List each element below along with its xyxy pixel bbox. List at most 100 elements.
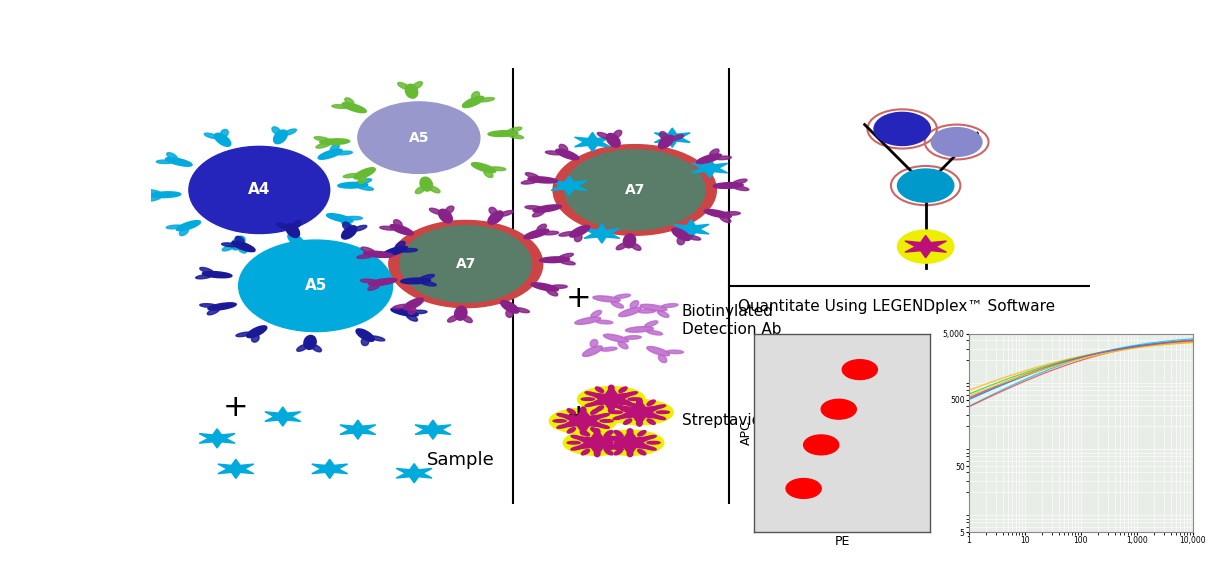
Ellipse shape bbox=[618, 342, 629, 349]
Ellipse shape bbox=[396, 242, 406, 249]
Ellipse shape bbox=[406, 84, 418, 98]
Ellipse shape bbox=[596, 430, 664, 456]
Ellipse shape bbox=[488, 131, 518, 136]
Ellipse shape bbox=[619, 307, 642, 316]
Ellipse shape bbox=[524, 229, 549, 239]
Ellipse shape bbox=[627, 451, 633, 457]
Ellipse shape bbox=[488, 211, 504, 224]
Ellipse shape bbox=[604, 435, 615, 439]
Ellipse shape bbox=[624, 419, 632, 424]
Ellipse shape bbox=[597, 424, 609, 428]
Ellipse shape bbox=[897, 230, 954, 263]
Ellipse shape bbox=[612, 446, 624, 450]
Text: Streptavidin PE: Streptavidin PE bbox=[682, 413, 798, 428]
Ellipse shape bbox=[247, 326, 266, 337]
Ellipse shape bbox=[659, 355, 667, 363]
Ellipse shape bbox=[559, 254, 573, 259]
Ellipse shape bbox=[383, 246, 407, 256]
Ellipse shape bbox=[415, 186, 425, 194]
Ellipse shape bbox=[200, 268, 213, 273]
Ellipse shape bbox=[599, 441, 613, 444]
Ellipse shape bbox=[327, 214, 352, 222]
Ellipse shape bbox=[222, 243, 239, 247]
Text: A7: A7 bbox=[625, 183, 645, 197]
Text: +: + bbox=[566, 284, 591, 314]
Ellipse shape bbox=[608, 385, 614, 391]
Ellipse shape bbox=[608, 407, 614, 413]
Ellipse shape bbox=[626, 392, 637, 396]
Ellipse shape bbox=[627, 429, 633, 435]
Ellipse shape bbox=[356, 329, 374, 341]
Polygon shape bbox=[199, 429, 235, 448]
Ellipse shape bbox=[574, 234, 582, 242]
Ellipse shape bbox=[595, 429, 599, 435]
Ellipse shape bbox=[354, 168, 375, 179]
Ellipse shape bbox=[208, 303, 236, 310]
Ellipse shape bbox=[430, 208, 442, 215]
Ellipse shape bbox=[357, 179, 372, 184]
Ellipse shape bbox=[222, 245, 235, 251]
Polygon shape bbox=[415, 420, 450, 439]
Polygon shape bbox=[673, 220, 708, 239]
Ellipse shape bbox=[237, 246, 247, 253]
Ellipse shape bbox=[413, 82, 423, 89]
Ellipse shape bbox=[316, 143, 331, 148]
Ellipse shape bbox=[553, 419, 567, 422]
Ellipse shape bbox=[304, 336, 316, 349]
Ellipse shape bbox=[596, 387, 603, 392]
Ellipse shape bbox=[320, 139, 350, 144]
Ellipse shape bbox=[463, 96, 484, 108]
Ellipse shape bbox=[526, 205, 541, 209]
Ellipse shape bbox=[528, 177, 557, 183]
Ellipse shape bbox=[843, 360, 877, 380]
Ellipse shape bbox=[239, 240, 392, 332]
Ellipse shape bbox=[580, 407, 586, 413]
Ellipse shape bbox=[603, 334, 629, 342]
Ellipse shape bbox=[647, 441, 660, 444]
Ellipse shape bbox=[292, 221, 302, 228]
Ellipse shape bbox=[288, 234, 304, 247]
Ellipse shape bbox=[354, 225, 367, 231]
Ellipse shape bbox=[220, 130, 228, 137]
Ellipse shape bbox=[533, 211, 545, 217]
Ellipse shape bbox=[272, 127, 281, 134]
Ellipse shape bbox=[575, 317, 601, 324]
Ellipse shape bbox=[660, 132, 667, 139]
Ellipse shape bbox=[804, 435, 839, 455]
Polygon shape bbox=[587, 386, 636, 412]
Ellipse shape bbox=[297, 345, 308, 351]
Ellipse shape bbox=[420, 281, 436, 286]
Text: +: + bbox=[566, 402, 591, 431]
Ellipse shape bbox=[596, 406, 603, 411]
Ellipse shape bbox=[358, 102, 480, 173]
Ellipse shape bbox=[637, 420, 642, 426]
Ellipse shape bbox=[614, 449, 622, 455]
Ellipse shape bbox=[361, 247, 374, 253]
Ellipse shape bbox=[569, 225, 590, 237]
Ellipse shape bbox=[536, 224, 546, 231]
Ellipse shape bbox=[614, 431, 622, 436]
Ellipse shape bbox=[499, 211, 513, 216]
Ellipse shape bbox=[624, 234, 636, 248]
Polygon shape bbox=[558, 408, 608, 434]
Ellipse shape bbox=[550, 285, 567, 289]
Ellipse shape bbox=[358, 176, 366, 184]
Ellipse shape bbox=[540, 257, 569, 263]
Ellipse shape bbox=[601, 347, 618, 351]
Ellipse shape bbox=[286, 224, 299, 238]
Ellipse shape bbox=[391, 308, 418, 316]
Ellipse shape bbox=[559, 144, 568, 152]
Ellipse shape bbox=[559, 231, 575, 236]
Ellipse shape bbox=[276, 223, 289, 229]
Ellipse shape bbox=[274, 130, 287, 144]
Ellipse shape bbox=[557, 414, 569, 417]
Ellipse shape bbox=[593, 296, 620, 302]
Ellipse shape bbox=[572, 435, 582, 439]
Ellipse shape bbox=[471, 162, 495, 173]
Ellipse shape bbox=[710, 149, 719, 156]
Ellipse shape bbox=[411, 310, 427, 314]
Ellipse shape bbox=[314, 136, 329, 142]
Ellipse shape bbox=[647, 400, 655, 405]
Ellipse shape bbox=[631, 243, 641, 250]
Ellipse shape bbox=[670, 135, 684, 140]
